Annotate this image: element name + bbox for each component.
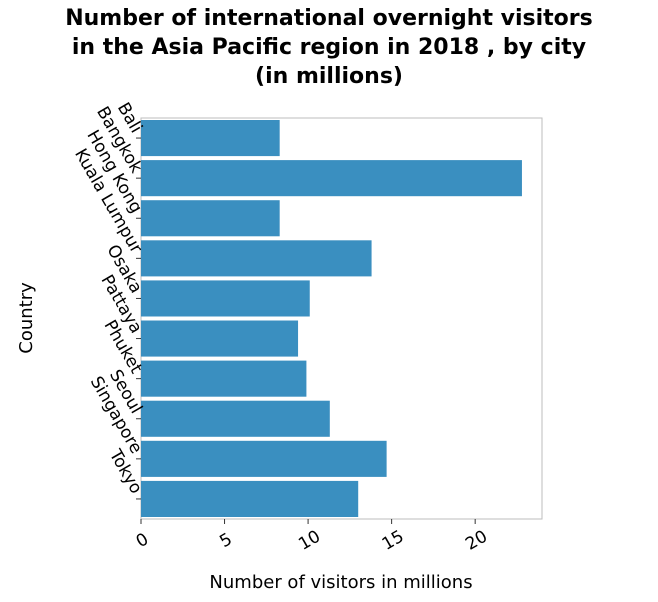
bar-osaka: [141, 280, 310, 317]
y-axis-label: Country: [16, 282, 37, 354]
bar-bali: [141, 120, 280, 157]
x-tick-label-10: 10: [295, 527, 324, 555]
x-tick-label-20: 20: [462, 527, 491, 555]
bar-phuket: [141, 360, 307, 397]
x-axis: 0 5 10 15 20: [133, 519, 491, 555]
bar-pattaya: [141, 320, 299, 357]
y-tick-label-tokyo: Tokyo: [104, 445, 146, 497]
bar-tokyo: [141, 480, 359, 517]
bar-bangkok: [141, 160, 522, 197]
bars-group: [141, 120, 522, 517]
chart-title: Number of international overnight visito…: [0, 4, 658, 91]
bar-hong-kong: [141, 200, 280, 237]
plot-area: [140, 117, 543, 520]
bar-seoul: [141, 400, 330, 437]
x-tick-label-5: 5: [216, 529, 235, 552]
x-axis-label: Number of visitors in millions: [209, 572, 472, 593]
chart-title-line-2: in the Asia Pacific region in 2018 , by …: [71, 35, 587, 60]
chart-title-line-3: (in millions): [255, 64, 403, 89]
x-tick-label-0: 0: [133, 529, 152, 552]
bar-kuala-lumpur: [141, 240, 372, 277]
bar-singapore: [141, 440, 387, 477]
x-tick-label-15: 15: [379, 527, 408, 555]
chart-title-line-1: Number of international overnight visito…: [65, 6, 593, 31]
